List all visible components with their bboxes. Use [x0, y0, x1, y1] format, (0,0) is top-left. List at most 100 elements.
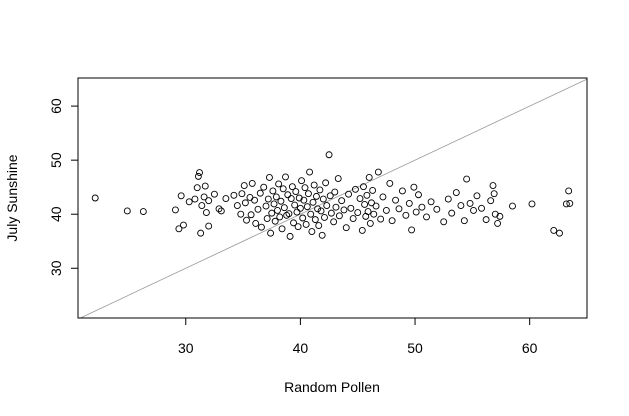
data-point [262, 202, 270, 210]
data-point [354, 209, 362, 217]
data-point [388, 217, 396, 225]
data-point [489, 182, 497, 190]
plot-frame [77, 77, 588, 319]
data-point [230, 191, 238, 199]
data-point [351, 185, 359, 193]
y-tick-label: 30 [48, 260, 64, 276]
data-point [377, 215, 385, 223]
data-point [256, 189, 264, 197]
reference-line [80, 78, 588, 319]
data-point [370, 210, 378, 218]
data-point [280, 204, 288, 212]
data-point [238, 190, 246, 198]
data-point [171, 206, 179, 214]
data-point [303, 203, 311, 211]
data-point [237, 210, 245, 218]
data-point [482, 216, 490, 224]
data-point [358, 226, 366, 234]
data-point [565, 187, 573, 195]
data-point [268, 209, 276, 217]
x-tick-label: 40 [293, 340, 309, 356]
data-point [274, 206, 281, 214]
data-point [550, 226, 558, 234]
data-point [215, 205, 223, 213]
data-point [382, 206, 390, 214]
data-point [185, 198, 193, 206]
x-tick-label: 50 [407, 340, 423, 356]
data-point [275, 180, 283, 188]
data-point [478, 204, 485, 212]
data-point [566, 199, 574, 207]
data-point [470, 206, 477, 214]
data-point [335, 212, 343, 220]
data-point [347, 204, 355, 212]
data-point [398, 187, 406, 195]
x-axis: 30 40 50 60 [178, 318, 538, 356]
data-point [285, 210, 293, 218]
data-point [318, 231, 326, 239]
data-point [444, 195, 452, 203]
data-point [198, 202, 206, 210]
x-axis-title: Random Pollen [284, 379, 380, 395]
data-point [360, 183, 367, 191]
data-point [91, 194, 99, 202]
data-point [509, 202, 516, 210]
data-point [194, 172, 202, 180]
data-point [286, 232, 294, 240]
data-point [323, 202, 331, 210]
data-point [307, 210, 315, 218]
data-point [315, 222, 323, 230]
data-point [302, 221, 310, 228]
data-point [433, 205, 441, 213]
data-point [287, 195, 295, 202]
data-point [233, 202, 241, 210]
data-point [263, 215, 271, 222]
data-point [369, 186, 377, 194]
data-point [200, 193, 208, 201]
data-point [252, 219, 260, 227]
data-point [313, 192, 320, 200]
y-tick-label: 50 [48, 152, 64, 168]
data-point [372, 202, 380, 210]
data-point [405, 199, 413, 207]
data-point [180, 221, 187, 229]
data-point [314, 205, 322, 213]
data-point [295, 194, 303, 202]
data-point [494, 219, 502, 227]
data-points [91, 151, 574, 240]
data-point [284, 191, 292, 199]
data-point [310, 181, 318, 189]
data-point [327, 209, 335, 217]
data-point [193, 184, 201, 192]
data-point [282, 173, 289, 181]
data-point [260, 183, 268, 191]
data-point [291, 201, 299, 209]
data-point [205, 222, 213, 230]
data-point [345, 190, 352, 198]
data-point [321, 214, 328, 221]
data-point [267, 229, 275, 237]
data-point [392, 196, 400, 204]
data-point [175, 225, 183, 233]
data-point [423, 213, 430, 221]
data-point [299, 214, 307, 222]
data-point [556, 229, 563, 237]
data-point [331, 188, 339, 196]
data-point [365, 174, 373, 181]
data-point [205, 197, 213, 205]
data-point [294, 223, 302, 231]
data-point [473, 192, 481, 200]
data-point [257, 223, 265, 231]
data-point [241, 199, 249, 207]
data-point [300, 196, 308, 204]
data-point [452, 189, 460, 197]
y-axis: 30 40 50 60 [48, 98, 78, 276]
data-point [356, 195, 364, 202]
data-point [340, 206, 348, 214]
data-point [191, 195, 199, 203]
data-point [427, 198, 435, 206]
data-point [139, 208, 147, 215]
data-point [301, 184, 309, 192]
x-tick-label: 30 [178, 340, 194, 356]
